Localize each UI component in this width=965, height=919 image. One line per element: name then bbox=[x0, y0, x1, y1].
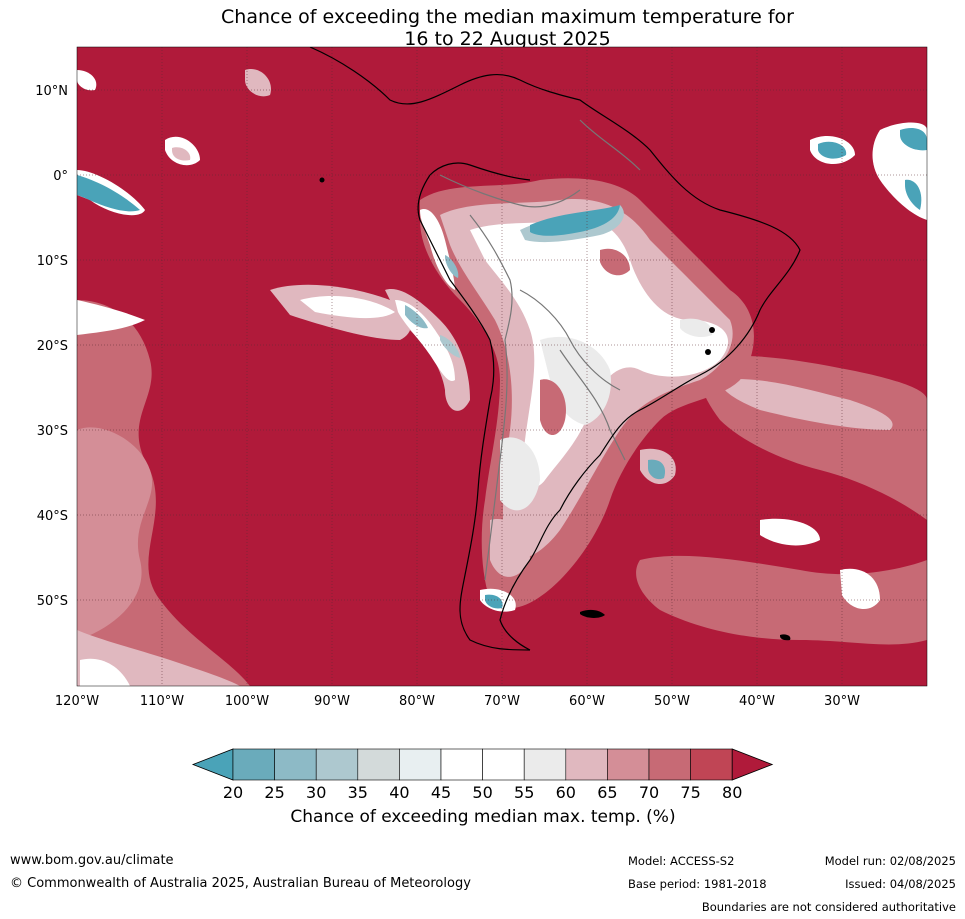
lat-label: 40°S bbox=[37, 509, 68, 524]
footer-copyright: © Commonwealth of Australia 2025, Austra… bbox=[10, 876, 471, 891]
lat-label: 20°S bbox=[37, 339, 68, 354]
lat-label: 50°S bbox=[37, 594, 68, 609]
colorbar-segment bbox=[440, 748, 483, 781]
lon-label: 120°W bbox=[55, 694, 99, 709]
colorbar-extend-low bbox=[191, 748, 234, 781]
lon-label: 50°W bbox=[654, 694, 690, 709]
longitude-labels: 120°W 110°W 100°W 90°W 80°W 70°W 60°W 50… bbox=[55, 694, 860, 709]
lon-label: 90°W bbox=[314, 694, 350, 709]
colorbar-tick-label: 45 bbox=[431, 783, 451, 802]
country-borders bbox=[439, 119, 641, 581]
map-title-line2: 16 to 22 August 2025 bbox=[404, 28, 611, 50]
colorbar-extend-high bbox=[731, 748, 774, 781]
colorbar-tick-label: 50 bbox=[472, 783, 492, 802]
colorbar-segment bbox=[399, 748, 442, 781]
colorbar-tick-label: 20 bbox=[223, 783, 243, 802]
colorbar-segment bbox=[648, 748, 691, 781]
colorbar-tick-label: 70 bbox=[639, 783, 659, 802]
colorbar-title: Chance of exceeding median max. temp. (%… bbox=[290, 807, 676, 827]
lon-label: 100°W bbox=[225, 694, 269, 709]
colorbar bbox=[191, 748, 774, 781]
lon-label: 40°W bbox=[739, 694, 775, 709]
lon-label: 110°W bbox=[140, 694, 184, 709]
footer-model-run: Model run: 02/08/2025 bbox=[824, 854, 956, 868]
colorbar-segment bbox=[607, 748, 650, 781]
colorbar-tick-label: 75 bbox=[680, 783, 700, 802]
graticule bbox=[77, 47, 927, 686]
footer-issued: Issued: 04/08/2025 bbox=[845, 877, 956, 891]
map-plot-area bbox=[77, 47, 927, 686]
ocean-patches bbox=[77, 69, 927, 686]
colorbar-segment bbox=[565, 748, 608, 781]
colorbar-segment bbox=[315, 748, 359, 781]
colorbar-segment bbox=[690, 748, 733, 781]
lat-label: 0° bbox=[53, 169, 68, 184]
lon-label: 30°W bbox=[824, 694, 860, 709]
colorbar-tick-label: 80 bbox=[722, 783, 742, 802]
footer-disclaimer: Boundaries are not considered authoritat… bbox=[701, 900, 956, 914]
coastline bbox=[309, 47, 801, 651]
islands bbox=[319, 177, 791, 641]
lon-label: 80°W bbox=[399, 694, 435, 709]
colorbar-segment bbox=[357, 748, 400, 781]
lon-label: 70°W bbox=[484, 694, 520, 709]
lat-label: 10°S bbox=[37, 254, 68, 269]
colorbar-tick-label: 40 bbox=[389, 783, 409, 802]
colorbar-segment bbox=[232, 748, 275, 781]
colorbar-tick-label: 35 bbox=[348, 783, 368, 802]
colorbar-tick-label: 30 bbox=[306, 783, 326, 802]
colorbar-tick-label: 55 bbox=[514, 783, 534, 802]
colorbar-tick-label: 65 bbox=[597, 783, 617, 802]
lat-label: 10°N bbox=[35, 84, 68, 99]
continent-anomaly-field bbox=[420, 178, 754, 612]
colorbar-tick-label: 25 bbox=[264, 783, 284, 802]
latitude-labels: 10°N 0° 10°S 20°S 30°S 40°S 50°S bbox=[35, 84, 68, 609]
colorbar-segment bbox=[482, 748, 525, 781]
map-frame bbox=[76, 46, 928, 687]
lat-label: 30°S bbox=[37, 424, 68, 439]
colorbar-tick-labels: 20 25 30 35 40 45 50 55 60 65 70 75 80 bbox=[223, 783, 743, 802]
footer-model: Model: ACCESS-S2 bbox=[628, 854, 735, 868]
colorbar-tick-label: 60 bbox=[556, 783, 576, 802]
colorbar-segment bbox=[523, 748, 567, 781]
map-title-line1: Chance of exceeding the median maximum t… bbox=[221, 6, 794, 28]
lon-label: 60°W bbox=[569, 694, 605, 709]
colorbar-segment bbox=[274, 748, 317, 781]
footer-base-period: Base period: 1981-2018 bbox=[628, 877, 767, 891]
footer-url: www.bom.gov.au/climate bbox=[10, 853, 174, 868]
